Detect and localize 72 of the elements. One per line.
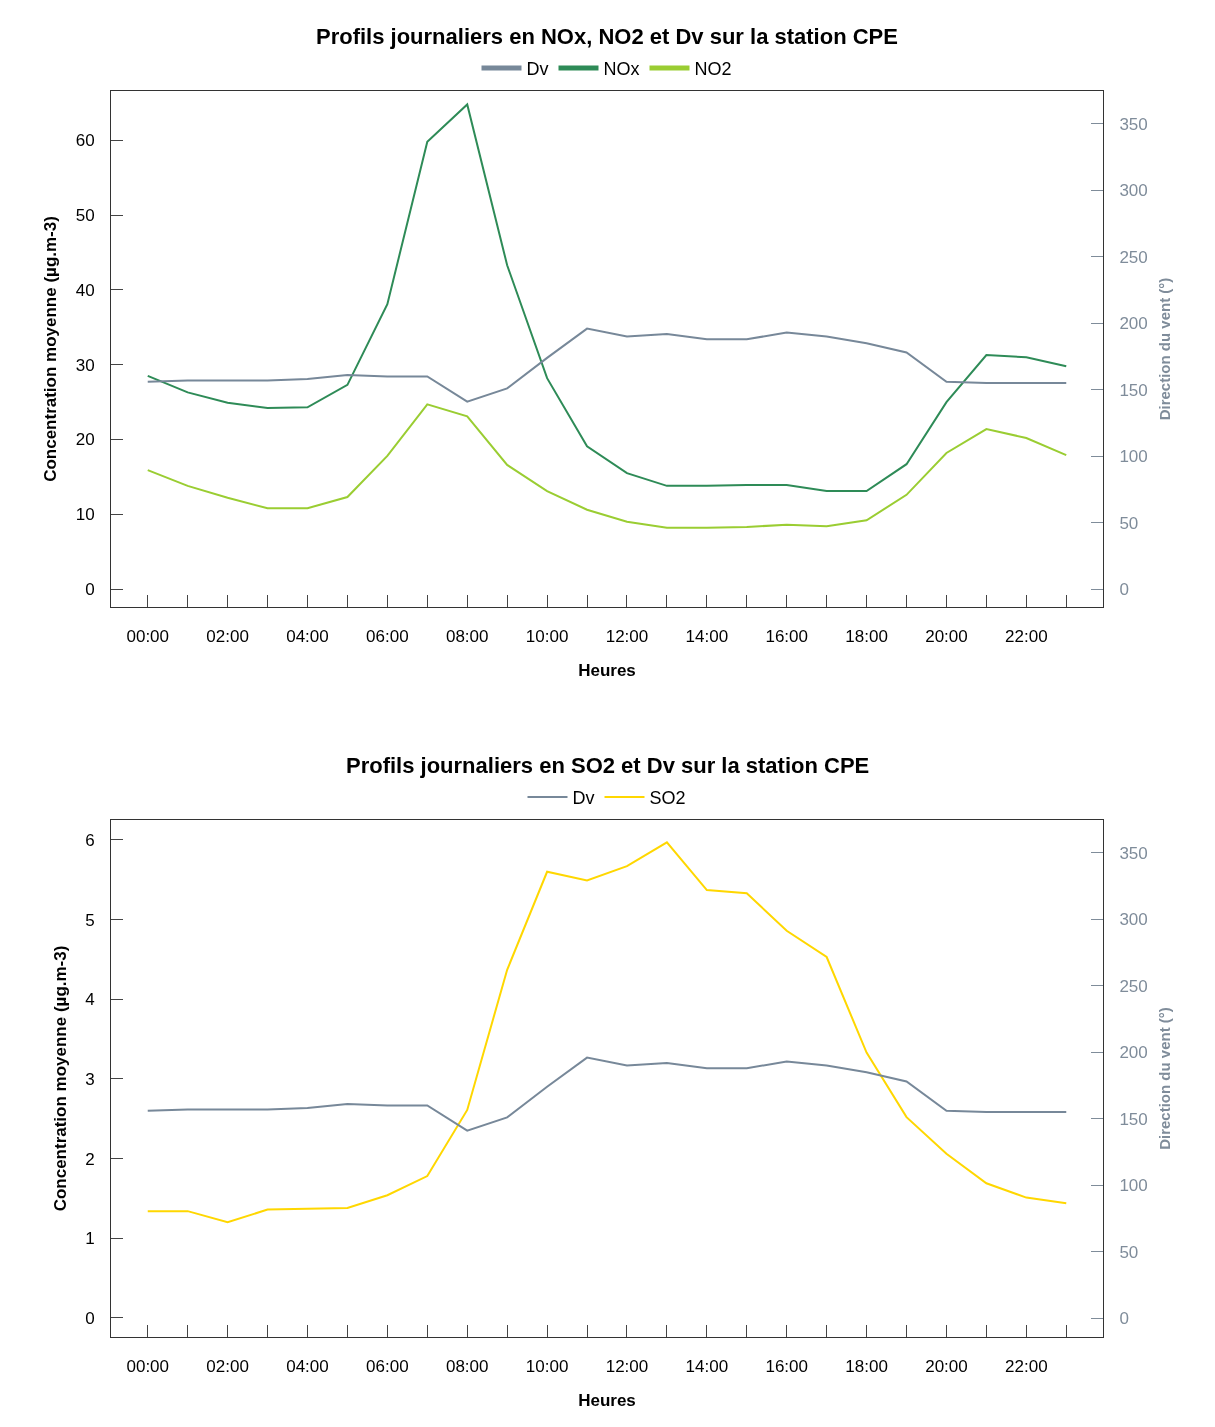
line-series [146, 403, 1068, 529]
x-tick-label: 02:00 [206, 1357, 249, 1377]
y-tick-label: 1 [85, 1229, 95, 1249]
x-tick-label: 20:00 [925, 1357, 968, 1377]
x-tick-label: 16:00 [765, 627, 808, 647]
x-axis-title: Heures [578, 660, 636, 680]
y2-tick-label: 0 [1119, 580, 1129, 600]
x-tick-label: 12:00 [605, 627, 649, 647]
x-tick-label: 22:00 [1005, 1357, 1048, 1377]
y-tick-label: 4 [85, 990, 95, 1010]
y2-tick-label: 350 [1119, 114, 1148, 134]
y-tick-label: 30 [75, 355, 95, 375]
x-tick-label: 10:00 [525, 1357, 569, 1377]
x-tick-label: 02:00 [206, 627, 249, 647]
x-tick-label: 10:00 [525, 627, 569, 647]
x-tick-label: 00:00 [126, 1357, 170, 1377]
y2-tick-label: 300 [1119, 181, 1148, 201]
legend-label: Dv [572, 787, 595, 808]
y2-tick-label: 100 [1119, 447, 1148, 467]
y2-tick-label: 200 [1119, 314, 1148, 334]
y-tick-label: 50 [75, 206, 95, 226]
x-tick-label: 18:00 [845, 627, 888, 647]
y2-tick-label: 300 [1119, 910, 1148, 930]
y-tick-label: 0 [85, 1308, 95, 1328]
y2-tick-label: 250 [1119, 976, 1148, 996]
x-tick-label: 12:00 [605, 1357, 649, 1377]
y-tick-label: 60 [75, 131, 95, 151]
y2-tick-label: 150 [1119, 380, 1148, 400]
y2-tick-label: 0 [1119, 1308, 1129, 1328]
legend-label: NOx [603, 58, 640, 79]
y2-axis-title: Direction du vent (°) [1155, 1007, 1173, 1150]
y2-tick-label: 50 [1119, 513, 1139, 533]
y-tick-label: 20 [75, 430, 95, 450]
x-tick-label: 14:00 [685, 1357, 729, 1377]
y-tick-label: 5 [85, 910, 95, 930]
y2-tick-label: 200 [1119, 1043, 1148, 1063]
legend-label: NO2 [694, 58, 732, 79]
y2-tick-label: 100 [1119, 1176, 1148, 1196]
line-series [146, 841, 1068, 1224]
chart-title: Profils journaliers en SO2 et Dv sur la station CPE [346, 753, 870, 778]
x-tick-label: 08:00 [445, 627, 489, 647]
y-axis-title: Concentration moyenne (µg.m-3) [41, 216, 61, 482]
y2-tick-label: 50 [1119, 1242, 1139, 1262]
legend-label: SO2 [649, 787, 686, 808]
x-tick-label: 20:00 [925, 627, 968, 647]
y-tick-label: 40 [75, 280, 95, 300]
y2-tick-label: 350 [1119, 843, 1148, 863]
x-tick-label: 16:00 [765, 1357, 808, 1377]
x-tick-label: 04:00 [286, 627, 329, 647]
y-tick-label: 0 [85, 580, 95, 599]
x-tick-label: 08:00 [445, 1357, 489, 1377]
chart-title: Profils journaliers en NOx, NO2 et Dv sur la station CPE [316, 24, 898, 49]
y-axis-title: Concentration moyenne (µg.m-3) [50, 945, 70, 1212]
y-tick-label: 3 [85, 1069, 95, 1089]
y-tick-label: 2 [85, 1149, 95, 1169]
x-axis-title: Heures [578, 1390, 636, 1410]
x-tick-label: 04:00 [286, 1357, 329, 1377]
y2-axis-title: Direction du vent (°) [1155, 277, 1173, 421]
y-tick-label: 10 [75, 505, 95, 525]
line-series [146, 327, 1068, 403]
y2-tick-label: 250 [1119, 247, 1148, 267]
x-tick-label: 18:00 [845, 1357, 888, 1377]
x-tick-label: 22:00 [1005, 627, 1048, 647]
y-tick-label: 6 [85, 830, 95, 850]
x-tick-label: 06:00 [366, 1357, 409, 1377]
x-tick-label: 14:00 [685, 627, 729, 647]
x-tick-label: 00:00 [126, 627, 170, 647]
legend-label: Dv [526, 58, 549, 79]
y2-tick-label: 150 [1119, 1109, 1148, 1129]
x-tick-label: 06:00 [366, 627, 409, 647]
line-series [146, 1056, 1068, 1132]
line-series [146, 103, 1068, 493]
